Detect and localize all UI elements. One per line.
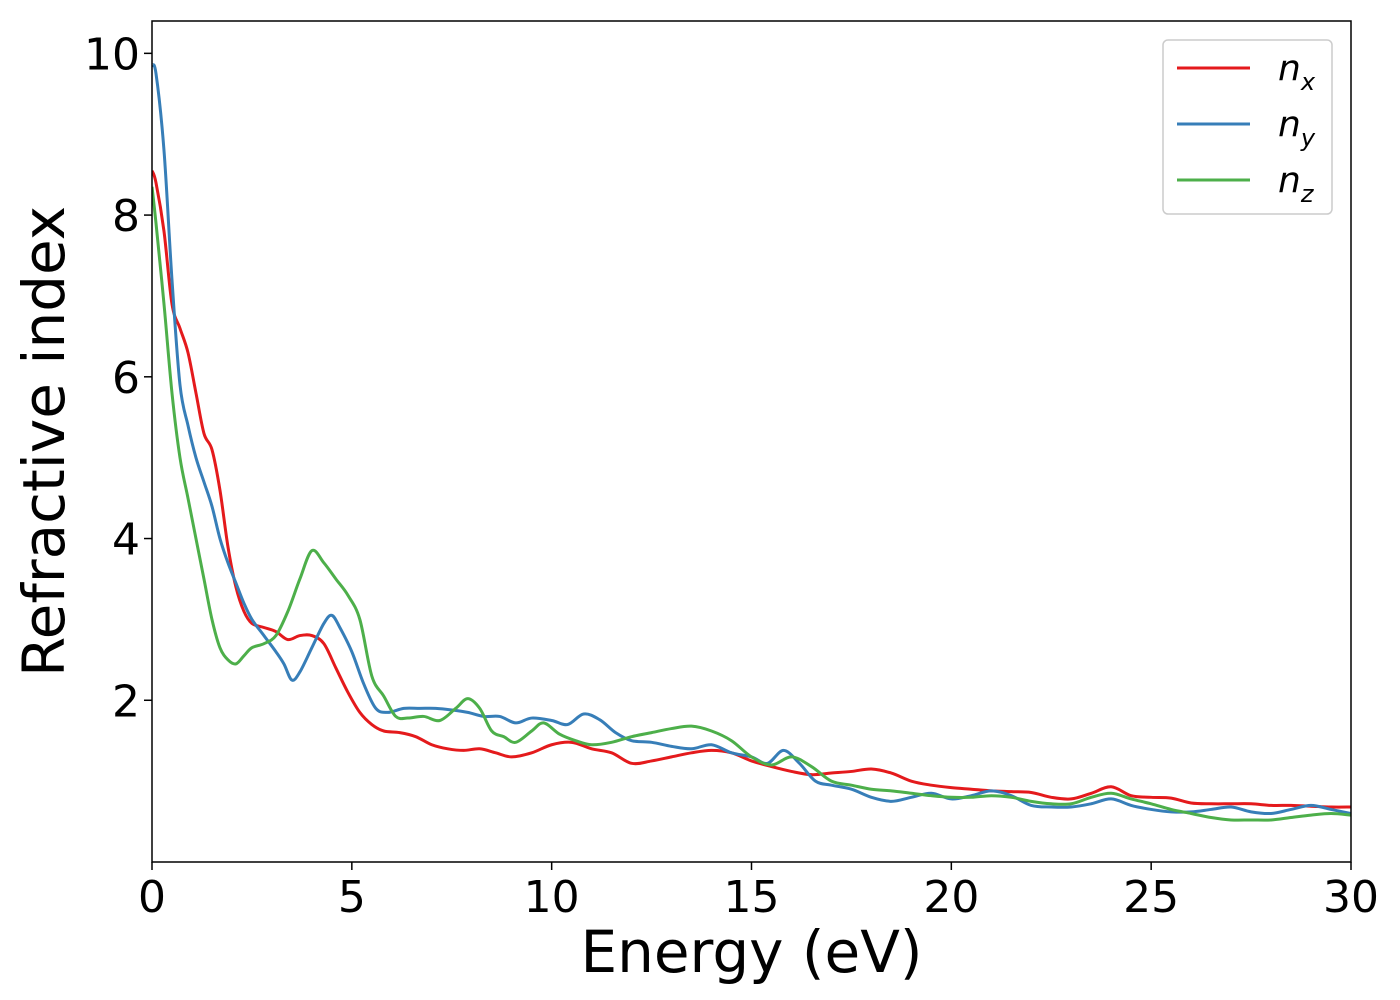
legend-label-x: nx bbox=[1278, 48, 1316, 96]
series-line-z bbox=[152, 186, 1351, 822]
x-tick-label: 25 bbox=[1123, 872, 1179, 923]
ticks-layer: 0 5 10 15 20 25 30 2 4 6 8 10 bbox=[84, 29, 1379, 923]
y-tick-label: 4 bbox=[112, 515, 140, 566]
x-tick-label: 0 bbox=[138, 872, 166, 923]
legend: nx ny nz bbox=[1162, 39, 1333, 215]
legend-label-y: ny bbox=[1278, 104, 1316, 152]
y-tick-label: 8 bbox=[112, 191, 140, 242]
x-tick-label: 10 bbox=[524, 872, 580, 923]
y-tick-label: 2 bbox=[112, 676, 140, 727]
x-axis-title: Energy (eV) bbox=[580, 918, 922, 986]
legend-box bbox=[1162, 39, 1333, 215]
series-layer bbox=[152, 63, 1351, 822]
series-line-y bbox=[152, 63, 1351, 816]
y-axis-title: Refractive index bbox=[10, 206, 78, 677]
x-tick-label: 20 bbox=[923, 872, 979, 923]
legend-label-z: nz bbox=[1278, 160, 1315, 208]
x-tick-label: 30 bbox=[1323, 872, 1379, 923]
series-line-x bbox=[152, 170, 1351, 809]
x-tick-label: 5 bbox=[338, 872, 366, 923]
y-tick-label: 10 bbox=[84, 29, 140, 80]
y-tick-label: 6 bbox=[112, 353, 140, 404]
x-tick-label: 15 bbox=[724, 872, 780, 923]
